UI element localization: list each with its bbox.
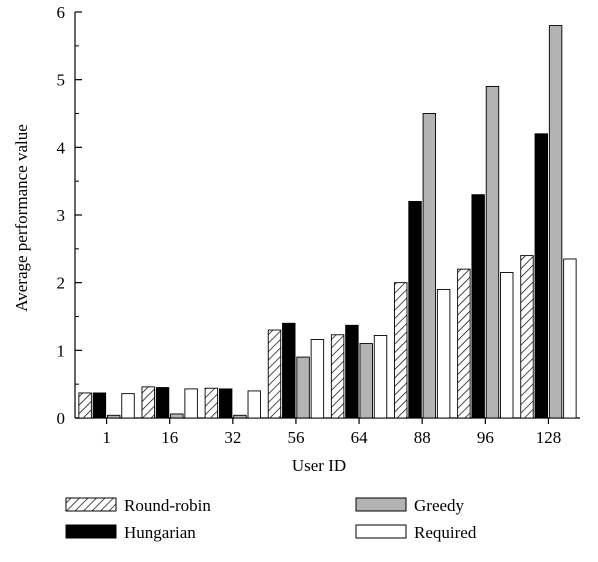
- bar-required: [247, 390, 261, 419]
- bar-round-robin: [78, 392, 92, 419]
- bar-greedy: [296, 356, 310, 419]
- bar-greedy: [233, 414, 247, 419]
- bar-hungarian: [155, 387, 170, 419]
- bar-round-robin: [394, 282, 408, 419]
- legend: Round-robin Hungarian Greedy Required: [65, 496, 477, 542]
- y-tick-label: 3: [57, 206, 66, 225]
- x-tick-label: 96: [477, 428, 494, 447]
- legend-label-hungarian: Hungarian: [124, 523, 196, 542]
- bar-required: [373, 334, 388, 419]
- bar-hungarian: [408, 201, 422, 419]
- bar-hungarian: [92, 392, 107, 419]
- y-tick-label: 5: [57, 71, 66, 90]
- y-tick-label: 2: [57, 274, 66, 293]
- bar-round-robin: [457, 268, 471, 419]
- legend-swatch-hungarian: [65, 524, 117, 539]
- bar-required: [184, 388, 198, 419]
- bar-required: [310, 339, 325, 419]
- bar-greedy: [107, 414, 121, 419]
- bar-greedy: [485, 85, 500, 419]
- bar-hungarian: [345, 324, 359, 419]
- bar-required: [500, 272, 514, 419]
- bar-hungarian: [471, 194, 485, 419]
- legend-label-required: Required: [414, 523, 477, 542]
- bar-required: [436, 288, 451, 419]
- legend-swatch-round-robin: [65, 497, 117, 512]
- bar-hungarian: [218, 388, 233, 419]
- x-tick-label: 88: [414, 428, 431, 447]
- y-tick-label: 4: [57, 138, 66, 157]
- y-tick-label: 6: [57, 3, 66, 22]
- bar-round-robin: [141, 386, 155, 419]
- bar-round-robin: [330, 334, 345, 419]
- bar-greedy: [359, 343, 373, 419]
- y-tick-label: 1: [57, 341, 66, 360]
- bar-round-robin: [267, 329, 282, 419]
- bar-hungarian: [282, 322, 296, 419]
- legend-label-greedy: Greedy: [414, 496, 465, 515]
- bar-greedy: [422, 113, 437, 419]
- bar-greedy: [548, 25, 563, 419]
- x-tick-label: 16: [161, 428, 178, 447]
- bar-required: [121, 393, 135, 419]
- x-tick-label: 64: [351, 428, 369, 447]
- x-tick-label: 1: [102, 428, 111, 447]
- legend-swatch-required: [355, 524, 407, 539]
- legend-swatch-greedy: [355, 497, 407, 512]
- bar-round-robin: [520, 255, 534, 419]
- bar-greedy: [170, 413, 184, 419]
- bar-round-robin: [204, 387, 219, 419]
- x-tick-label: 128: [536, 428, 562, 447]
- x-tick-label: 56: [287, 428, 304, 447]
- x-axis-title: User ID: [292, 456, 346, 475]
- legend-label-round-robin: Round-robin: [124, 496, 211, 515]
- y-tick-label: 0: [57, 409, 66, 428]
- x-tick-label: 32: [224, 428, 241, 447]
- bar-hungarian: [534, 133, 548, 419]
- bar-required: [563, 258, 577, 419]
- y-axis-title: Average performance value: [12, 124, 31, 312]
